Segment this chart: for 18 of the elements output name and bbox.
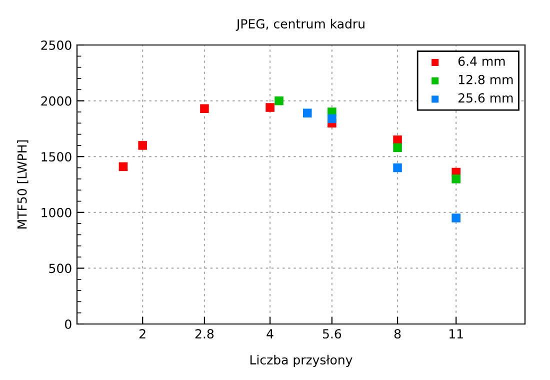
legend-label: 12.8 mm — [458, 74, 513, 84]
x-tick-label: 2 — [140, 329, 146, 338]
y-axis-title: MTF50 [LWPH] — [17, 140, 28, 228]
x-axis-title: Liczba przysłony — [250, 354, 352, 367]
y-tick-label: 500 — [49, 264, 72, 274]
legend-label: 25.6 mm — [458, 93, 513, 103]
x-tick-label: 11 — [450, 329, 463, 338]
legend-label: 6.4 mm — [458, 56, 505, 66]
x-tick-label: 8 — [394, 329, 401, 339]
x-tick-label: 5.6 — [322, 329, 342, 339]
y-tick-label: 1500 — [42, 152, 72, 162]
x-tick-label: 2.8 — [195, 329, 214, 339]
y-tick-label: 1000 — [42, 208, 72, 218]
y-tick-label: 2500 — [41, 40, 72, 50]
x-tick-label: 4 — [266, 329, 274, 338]
chart-title: JPEG, centrum kadru — [236, 18, 364, 31]
y-tick-label: 2000 — [41, 96, 72, 106]
y-tick-label: 0 — [65, 319, 72, 329]
